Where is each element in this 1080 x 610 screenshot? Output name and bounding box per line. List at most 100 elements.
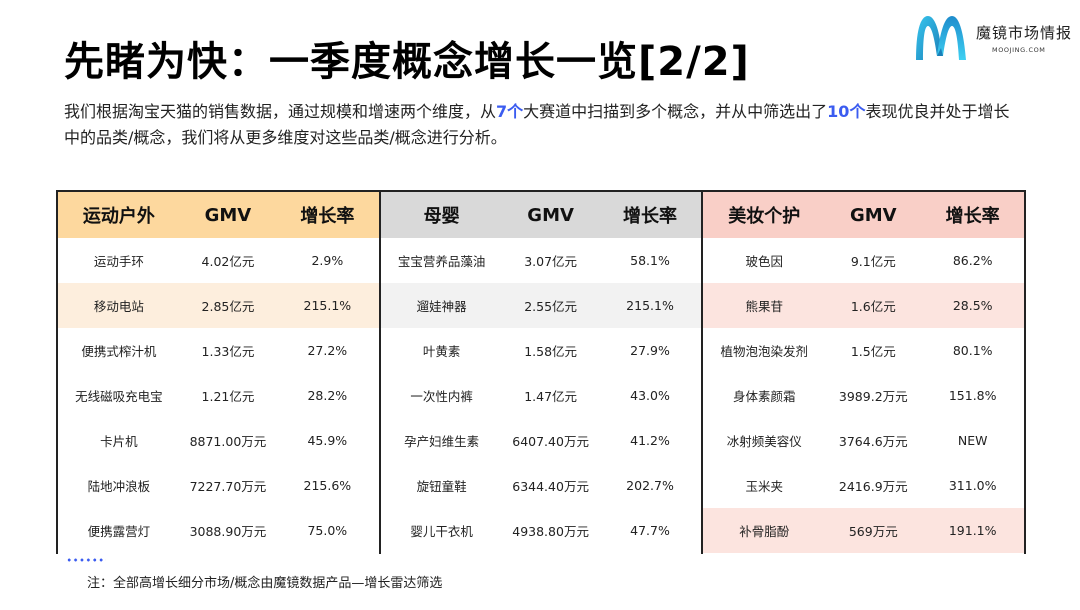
- table-row: 无线磁吸充电宝 1.21亿元 28.2%: [58, 373, 379, 418]
- growth-value: 151.8%: [948, 388, 997, 403]
- concept-name: 补骨脂酚: [739, 524, 790, 539]
- intro-paragraph: 我们根据淘宝天猫的销售数据，通过规模和增速两个维度，从7个大赛道中扫描到多个概念…: [64, 99, 1024, 151]
- growth-value: 43.0%: [630, 388, 670, 403]
- concept-name: 遛娃神器: [416, 299, 467, 314]
- growth-value: NEW: [957, 433, 988, 448]
- intro-text-3: 表现优良并处于增长中的品类/概念，我们将从更多维度对这些品类/概念进行分析。: [64, 102, 1010, 147]
- brand-logo: 魔镜市场情报 MOOJING.COM: [908, 10, 1078, 66]
- category-header: 运动户外: [82, 206, 155, 227]
- category-header: 美妆个护: [728, 206, 801, 227]
- growth-value: 75.0%: [307, 523, 348, 538]
- gmv-value: 3764.6万元: [838, 434, 908, 449]
- growth-value: 86.2%: [952, 253, 993, 268]
- highlight-count-concepts: 10个: [827, 102, 866, 121]
- growth-value: 45.9%: [307, 433, 348, 448]
- moojing-m-logo-icon: [916, 16, 966, 60]
- gmv-value: 3989.2万元: [838, 389, 908, 404]
- table-row: 婴儿干衣机 4938.80万元 47.7%: [381, 508, 702, 553]
- growth-value: 58.1%: [630, 253, 670, 268]
- growth-value: 41.2%: [630, 433, 670, 448]
- growth-value: 215.1%: [303, 298, 352, 313]
- table-row: 便携露营灯 3088.90万元 75.0%: [58, 508, 379, 553]
- concept-name: 移动电站: [93, 299, 144, 314]
- gmv-value: 3.07亿元: [524, 254, 578, 269]
- growth-header: 增长率: [623, 206, 677, 227]
- gmv-value: 1.6亿元: [850, 299, 896, 314]
- table-row: 植物泡泡染发剂 1.5亿元 80.1%: [703, 328, 1024, 373]
- page-title: 先睹为快：一季度概念增长一览[2/2]: [64, 39, 750, 85]
- gmv-header: GMV: [204, 204, 252, 226]
- growth-value: 28.5%: [952, 298, 993, 313]
- section-header: 母婴 GMV 增长率: [380, 192, 702, 238]
- concept-name: 玻色因: [745, 254, 784, 269]
- gmv-value: 4.02亿元: [201, 254, 255, 269]
- concept-name: 运动手环: [93, 254, 144, 269]
- table-row-highlighted: 熊果苷 1.6亿元 28.5%: [703, 283, 1025, 328]
- intro-text-2: 大赛道中扫描到多个概念，并从中筛选出了: [523, 102, 828, 121]
- concept-name: 便携式榨汁机: [81, 344, 157, 359]
- gmv-value: 2416.9万元: [838, 479, 908, 494]
- concept-name: 植物泡泡染发剂: [720, 344, 809, 359]
- concept-name: 宝宝营养品藻油: [397, 254, 486, 269]
- gmv-value: 3088.90万元: [189, 524, 267, 539]
- growth-value: 311.0%: [948, 478, 997, 493]
- growth-header: 增长率: [300, 206, 355, 227]
- concept-growth-table: 运动户外 GMV 增长率 运动手环 4.02亿元 2.9% 移动电站 2.85亿…: [56, 190, 1026, 554]
- table-row: 玉米夹 2416.9万元 311.0%: [703, 463, 1024, 508]
- gmv-value: 569万元: [848, 524, 898, 539]
- growth-value: 215.1%: [626, 298, 674, 313]
- gmv-header: GMV: [849, 204, 897, 226]
- section-beauty-personal-care: 美妆个护 GMV 增长率 玻色因 9.1亿元 86.2% 熊果苷 1.6亿元 2…: [701, 192, 1025, 554]
- concept-name: 一次性内裤: [410, 389, 473, 404]
- table-row: 运动手环 4.02亿元 2.9%: [58, 238, 379, 283]
- gmv-value: 1.58亿元: [524, 344, 578, 359]
- growth-header: 增长率: [945, 206, 1000, 227]
- gmv-value: 7227.70万元: [189, 479, 267, 494]
- section-sports-outdoor: 运动户外 GMV 增长率 运动手环 4.02亿元 2.9% 移动电站 2.85亿…: [58, 192, 379, 554]
- table-row: 身体素颜霜 3989.2万元 151.8%: [703, 373, 1024, 418]
- concept-name: 便携露营灯: [87, 524, 151, 539]
- gmv-value: 1.5亿元: [850, 344, 896, 359]
- growth-value: 2.9%: [311, 253, 344, 268]
- section-header: 美妆个护 GMV 增长率: [703, 192, 1025, 238]
- table-row-highlighted: 遛娃神器 2.55亿元 215.1%: [380, 283, 702, 328]
- intro-text-1: 我们根据淘宝天猫的销售数据，通过规模和增速两个维度，从: [64, 102, 497, 121]
- gmv-value: 6407.40万元: [512, 434, 589, 449]
- brand-name: 魔镜市场情报: [976, 24, 1073, 42]
- growth-value: 202.7%: [626, 478, 674, 493]
- gmv-value: 1.47亿元: [524, 389, 578, 404]
- concept-name: 孕产妇维生素: [404, 434, 480, 449]
- table-row: 卡片机 8871.00万元 45.9%: [58, 418, 379, 463]
- gmv-header: GMV: [527, 204, 574, 226]
- concept-name: 玉米夹: [745, 479, 784, 494]
- concept-name: 身体素颜霜: [733, 389, 796, 404]
- table-row: 一次性内裤 1.47亿元 43.0%: [381, 373, 702, 418]
- category-header: 母婴: [423, 206, 460, 227]
- concept-name: 叶黄素: [422, 344, 461, 359]
- concept-name: 婴儿干衣机: [410, 524, 473, 539]
- gmv-value: 1.33亿元: [201, 344, 255, 359]
- growth-value: 27.9%: [630, 343, 670, 358]
- section-mother-baby: 母婴 GMV 增长率 宝宝营养品藻油 3.07亿元 58.1% 遛娃神器 2.5…: [378, 192, 702, 554]
- table-row: 旋钮童鞋 6344.40万元 202.7%: [381, 463, 702, 508]
- gmv-value: 8871.00万元: [189, 434, 267, 449]
- growth-value: 47.7%: [630, 523, 670, 538]
- footnote: 注：全部高增长细分市场/概念由魔镜数据产品—增长雷达筛选: [87, 576, 443, 591]
- gmv-value: 9.1亿元: [850, 254, 896, 269]
- gmv-value: 6344.40万元: [512, 479, 589, 494]
- table-row-highlighted: 移动电站 2.85亿元 215.1%: [58, 283, 379, 328]
- growth-value: 27.2%: [307, 343, 348, 358]
- concept-name: 冰射频美容仪: [726, 434, 802, 449]
- concept-name: 陆地冲浪板: [87, 479, 151, 494]
- gmv-value: 4938.80万元: [512, 524, 589, 539]
- ellipsis-dots: [66, 557, 106, 563]
- table-row: 叶黄素 1.58亿元 27.9%: [381, 328, 702, 373]
- table-row-highlighted: 补骨脂酚 569万元 191.1%: [703, 508, 1025, 553]
- table-row: 孕产妇维生素 6407.40万元 41.2%: [381, 418, 702, 463]
- gmv-value: 2.55亿元: [524, 299, 578, 314]
- table-row: 冰射频美容仪 3764.6万元 NEW: [703, 418, 1024, 463]
- section-header: 运动户外 GMV 增长率: [58, 192, 379, 238]
- table-row: 玻色因 9.1亿元 86.2%: [703, 238, 1024, 283]
- table-row: 宝宝营养品藻油 3.07亿元 58.1%: [381, 238, 702, 283]
- growth-value: 28.2%: [307, 388, 348, 403]
